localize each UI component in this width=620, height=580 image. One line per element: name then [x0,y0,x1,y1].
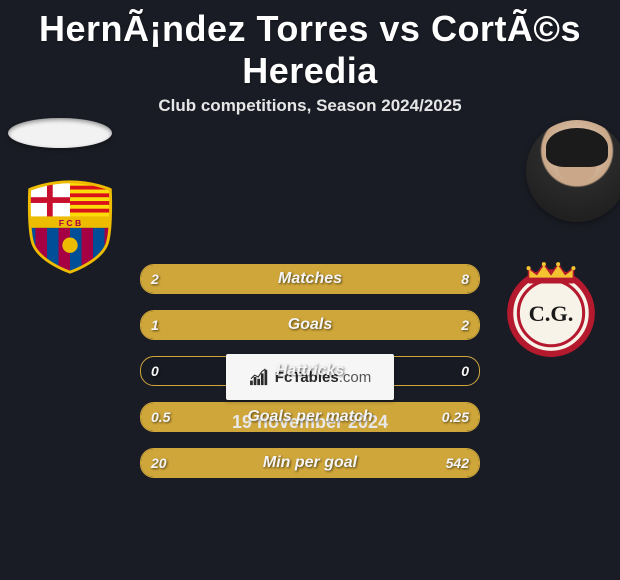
stat-bars: 28Matches 12Goals 00Hattricks 0.50.25Goals … [140,264,480,494]
avatar-placeholder-icon [8,118,112,148]
stat-label: Hattricks [141,357,479,385]
stat-row: 00Hattricks [140,356,480,386]
stat-row: 12Goals [140,310,480,340]
comparison-card: HernÃ¡ndez Torres vs CortÃ©s Heredia Clu… [0,0,620,580]
svg-text:F C B: F C B [59,218,82,228]
gimnastic-crest-icon: C.G. [500,258,602,360]
stat-row: 0.50.25Goals per match [140,402,480,432]
stat-label: Min per goal [141,449,479,477]
stat-row: 20542Min per goal [140,448,480,478]
club-left-crest: F C B [22,178,118,274]
stat-label: Goals per match [141,403,479,431]
svg-text:C.G.: C.G. [529,301,574,326]
avatar-portrait-icon [526,120,620,222]
stat-row: 28Matches [140,264,480,294]
player-right-avatar [526,120,620,222]
club-right-crest: C.G. [500,258,602,360]
stat-label: Goals [141,311,479,339]
player-left-avatar [8,118,112,148]
fcb-crest-icon: F C B [22,178,118,274]
stat-label: Matches [141,265,479,293]
page-title: HernÃ¡ndez Torres vs CortÃ©s Heredia [0,0,620,96]
